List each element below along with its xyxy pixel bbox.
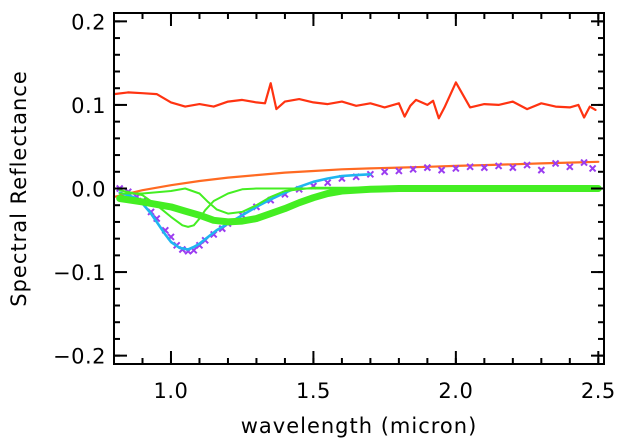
series-2-point bbox=[509, 163, 517, 172]
series-2-point bbox=[380, 168, 389, 176]
series-2-point bbox=[588, 164, 597, 173]
point-stroke bbox=[466, 163, 474, 171]
series-2-point bbox=[566, 163, 574, 171]
series-2-point bbox=[523, 161, 531, 169]
series-layer bbox=[112, 81, 602, 255]
series-2-point bbox=[480, 163, 489, 172]
point-stroke bbox=[494, 162, 503, 170]
y-tick-label: −0.2 bbox=[53, 345, 106, 369]
series-2-point bbox=[494, 162, 503, 170]
y-tick-label: 0.2 bbox=[71, 10, 106, 34]
series-2-point bbox=[395, 167, 403, 175]
y-axis-label: Spectral Reflectance bbox=[7, 70, 31, 307]
y-tick-label: 0.0 bbox=[71, 178, 106, 202]
point-stroke bbox=[423, 163, 432, 172]
x-axis-label: wavelength (micron) bbox=[241, 414, 478, 438]
series-2-point bbox=[580, 158, 588, 167]
point-stroke bbox=[566, 163, 574, 171]
point-stroke bbox=[380, 168, 389, 176]
series-2-point bbox=[551, 159, 560, 168]
series-2-point bbox=[437, 166, 446, 174]
x-tick-label: 1.0 bbox=[154, 379, 189, 403]
point-stroke bbox=[588, 164, 597, 173]
series-2-point bbox=[466, 163, 474, 171]
tick-layer: 1.0 1.5 2.0 2.5 −0.2 −0.1 0.0 0.1 0.2 bbox=[53, 10, 616, 403]
point-stroke bbox=[395, 167, 403, 175]
point-stroke bbox=[480, 163, 489, 172]
x-tick-label: 2.0 bbox=[438, 379, 473, 403]
y-tick-label: 0.1 bbox=[71, 94, 106, 118]
x-tick-label: 1.5 bbox=[296, 379, 331, 403]
point-stroke bbox=[409, 165, 417, 173]
series-2-point bbox=[537, 166, 546, 174]
series-0-line bbox=[112, 81, 597, 120]
y-tick-label: −0.1 bbox=[53, 261, 106, 285]
point-stroke bbox=[323, 178, 332, 187]
series-2-point bbox=[323, 178, 332, 187]
series-2-point bbox=[409, 165, 417, 173]
point-stroke bbox=[523, 161, 531, 169]
point-stroke bbox=[551, 159, 560, 168]
x-tick-label: 2.5 bbox=[581, 379, 616, 403]
point-stroke bbox=[190, 246, 198, 255]
point-stroke bbox=[537, 166, 546, 174]
series-2-point bbox=[423, 163, 432, 172]
point-stroke bbox=[509, 163, 517, 172]
point-stroke bbox=[452, 164, 460, 173]
series-4-line bbox=[118, 187, 600, 228]
series-6-line bbox=[116, 185, 602, 226]
point-stroke bbox=[580, 158, 588, 167]
series-3-line bbox=[118, 173, 372, 251]
series-1-line bbox=[112, 160, 600, 198]
series-2-point bbox=[452, 164, 460, 173]
point-stroke bbox=[437, 166, 446, 174]
